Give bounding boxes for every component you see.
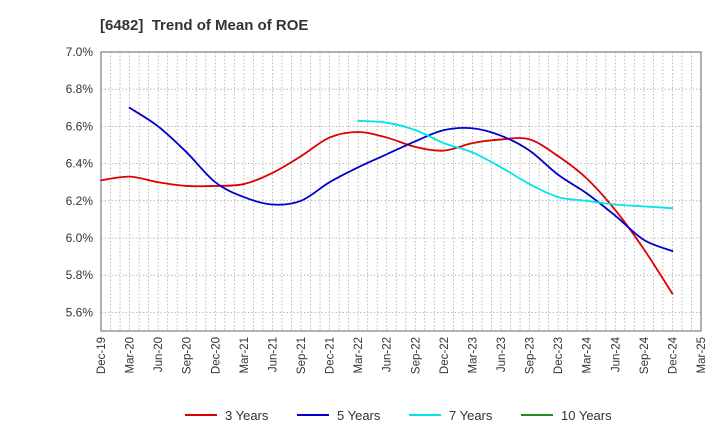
x-tick-label: Sep-23	[525, 337, 537, 374]
legend-label-10-years: 10 Years	[561, 408, 612, 423]
series-line-7-years	[357, 119, 674, 210]
x-tick-label: Mar-24	[582, 336, 594, 373]
y-axis-ticks: 5.6% 5.8% 6.0% 6.2% 6.4% 6.6% 6.8% 7.0%	[66, 45, 94, 319]
x-tick-label: Sep-21	[296, 337, 308, 374]
y-tick-label: 6.0%	[66, 231, 94, 245]
x-tick-label: Sep-24	[639, 336, 651, 374]
series-line-3-years	[100, 131, 674, 295]
chart-title: [6482] Trend of Mean of ROE	[100, 17, 309, 34]
x-tick-label: Dec-22	[439, 337, 451, 374]
legend: 3 Years 5 Years 7 Years 10 Years	[185, 408, 612, 423]
x-tick-label: Mar-21	[239, 337, 251, 373]
x-tick-label: Sep-20	[182, 337, 194, 374]
x-tick-label: Dec-24	[667, 336, 679, 374]
y-tick-label: 6.4%	[66, 157, 94, 171]
y-tick-label: 5.8%	[66, 268, 94, 282]
y-tick-label: 6.2%	[66, 194, 94, 208]
x-tick-label: Mar-22	[353, 337, 365, 373]
plot-frame	[100, 51, 702, 332]
x-tick-label: Sep-22	[410, 337, 422, 374]
x-tick-label: Jun-24	[610, 336, 622, 372]
x-tick-label: Dec-19	[96, 337, 108, 374]
x-axis-ticks: Dec-19 Mar-20 Jun-20 Sep-20 Dec-20 Mar-21 Jun-…	[96, 336, 708, 374]
y-tick-label: 5.6%	[66, 305, 94, 319]
x-tick-label: Mar-20	[125, 337, 137, 373]
grid	[101, 52, 701, 331]
y-tick-label: 7.0%	[66, 45, 94, 59]
legend-label-7-years: 7 Years	[449, 408, 493, 423]
series-line-5-years	[128, 106, 674, 252]
y-tick-label: 6.8%	[66, 82, 94, 96]
legend-label-3-years: 3 Years	[225, 408, 269, 423]
x-tick-label: Mar-23	[467, 337, 479, 373]
series-lines	[100, 106, 674, 295]
y-tick-label: 6.6%	[66, 119, 94, 133]
x-tick-label: Mar-25	[696, 337, 708, 373]
x-tick-label: Jun-23	[496, 337, 508, 372]
x-tick-label: Dec-20	[210, 337, 222, 374]
x-tick-label: Jun-21	[267, 337, 279, 372]
x-tick-label: Jun-20	[153, 337, 165, 372]
x-tick-label: Jun-22	[382, 337, 394, 372]
x-tick-label: Dec-23	[553, 337, 565, 374]
x-tick-label: Dec-21	[325, 337, 337, 374]
legend-label-5-years: 5 Years	[337, 408, 381, 423]
